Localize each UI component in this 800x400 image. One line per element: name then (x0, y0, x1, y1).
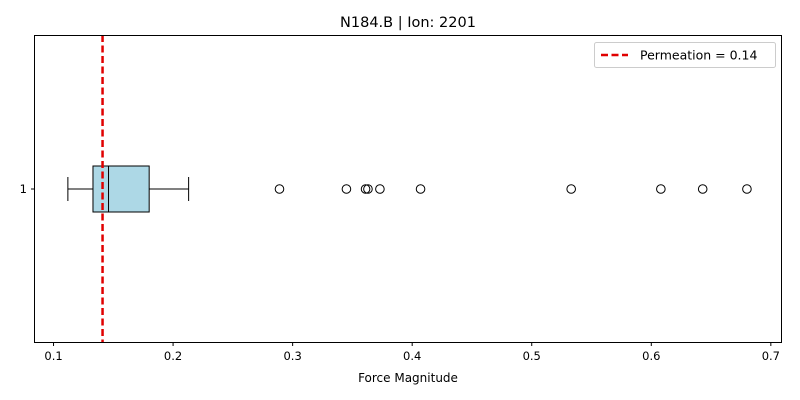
outlier-point-3 (360, 184, 371, 194)
plot-area (67, 35, 752, 342)
x-tick-label-0.1: 0.1 (44, 349, 62, 363)
outlier-point-9 (697, 184, 708, 194)
y-axis: 1 (20, 182, 35, 196)
outlier-point-5 (375, 184, 385, 194)
x-tick-label-0.2: 0.2 (164, 349, 182, 363)
x-tick-label-0.7: 0.7 (762, 349, 780, 363)
outlier-point-7 (566, 184, 576, 194)
x-axis-label: Force Magnitude (358, 371, 458, 385)
outlier-point-8 (656, 184, 666, 194)
legend: Permeation = 0.14 (594, 42, 776, 68)
x-tick-label-0.5: 0.5 (523, 349, 541, 363)
outlier-point-2 (341, 184, 352, 194)
x-tick-label-0.6: 0.6 (642, 349, 660, 363)
outlier-point-1 (274, 184, 285, 194)
outlier-point-4 (363, 184, 373, 194)
outlier-point-10 (742, 184, 752, 194)
chart-title: N184.B | Ion: 2201 (340, 15, 476, 31)
outlier-point-6 (415, 184, 426, 194)
x-tick-label-0.4: 0.4 (403, 349, 421, 363)
legend-label-permeation: Permeation = 0.14 (640, 48, 757, 63)
x-axis: 0.1 0.2 0.3 0.4 0.5 0.6 0.7 (44, 342, 780, 363)
y-tick-label-1: 1 (20, 182, 27, 196)
legend-frame (594, 42, 776, 68)
x-tick-label-0.3: 0.3 (283, 349, 301, 363)
